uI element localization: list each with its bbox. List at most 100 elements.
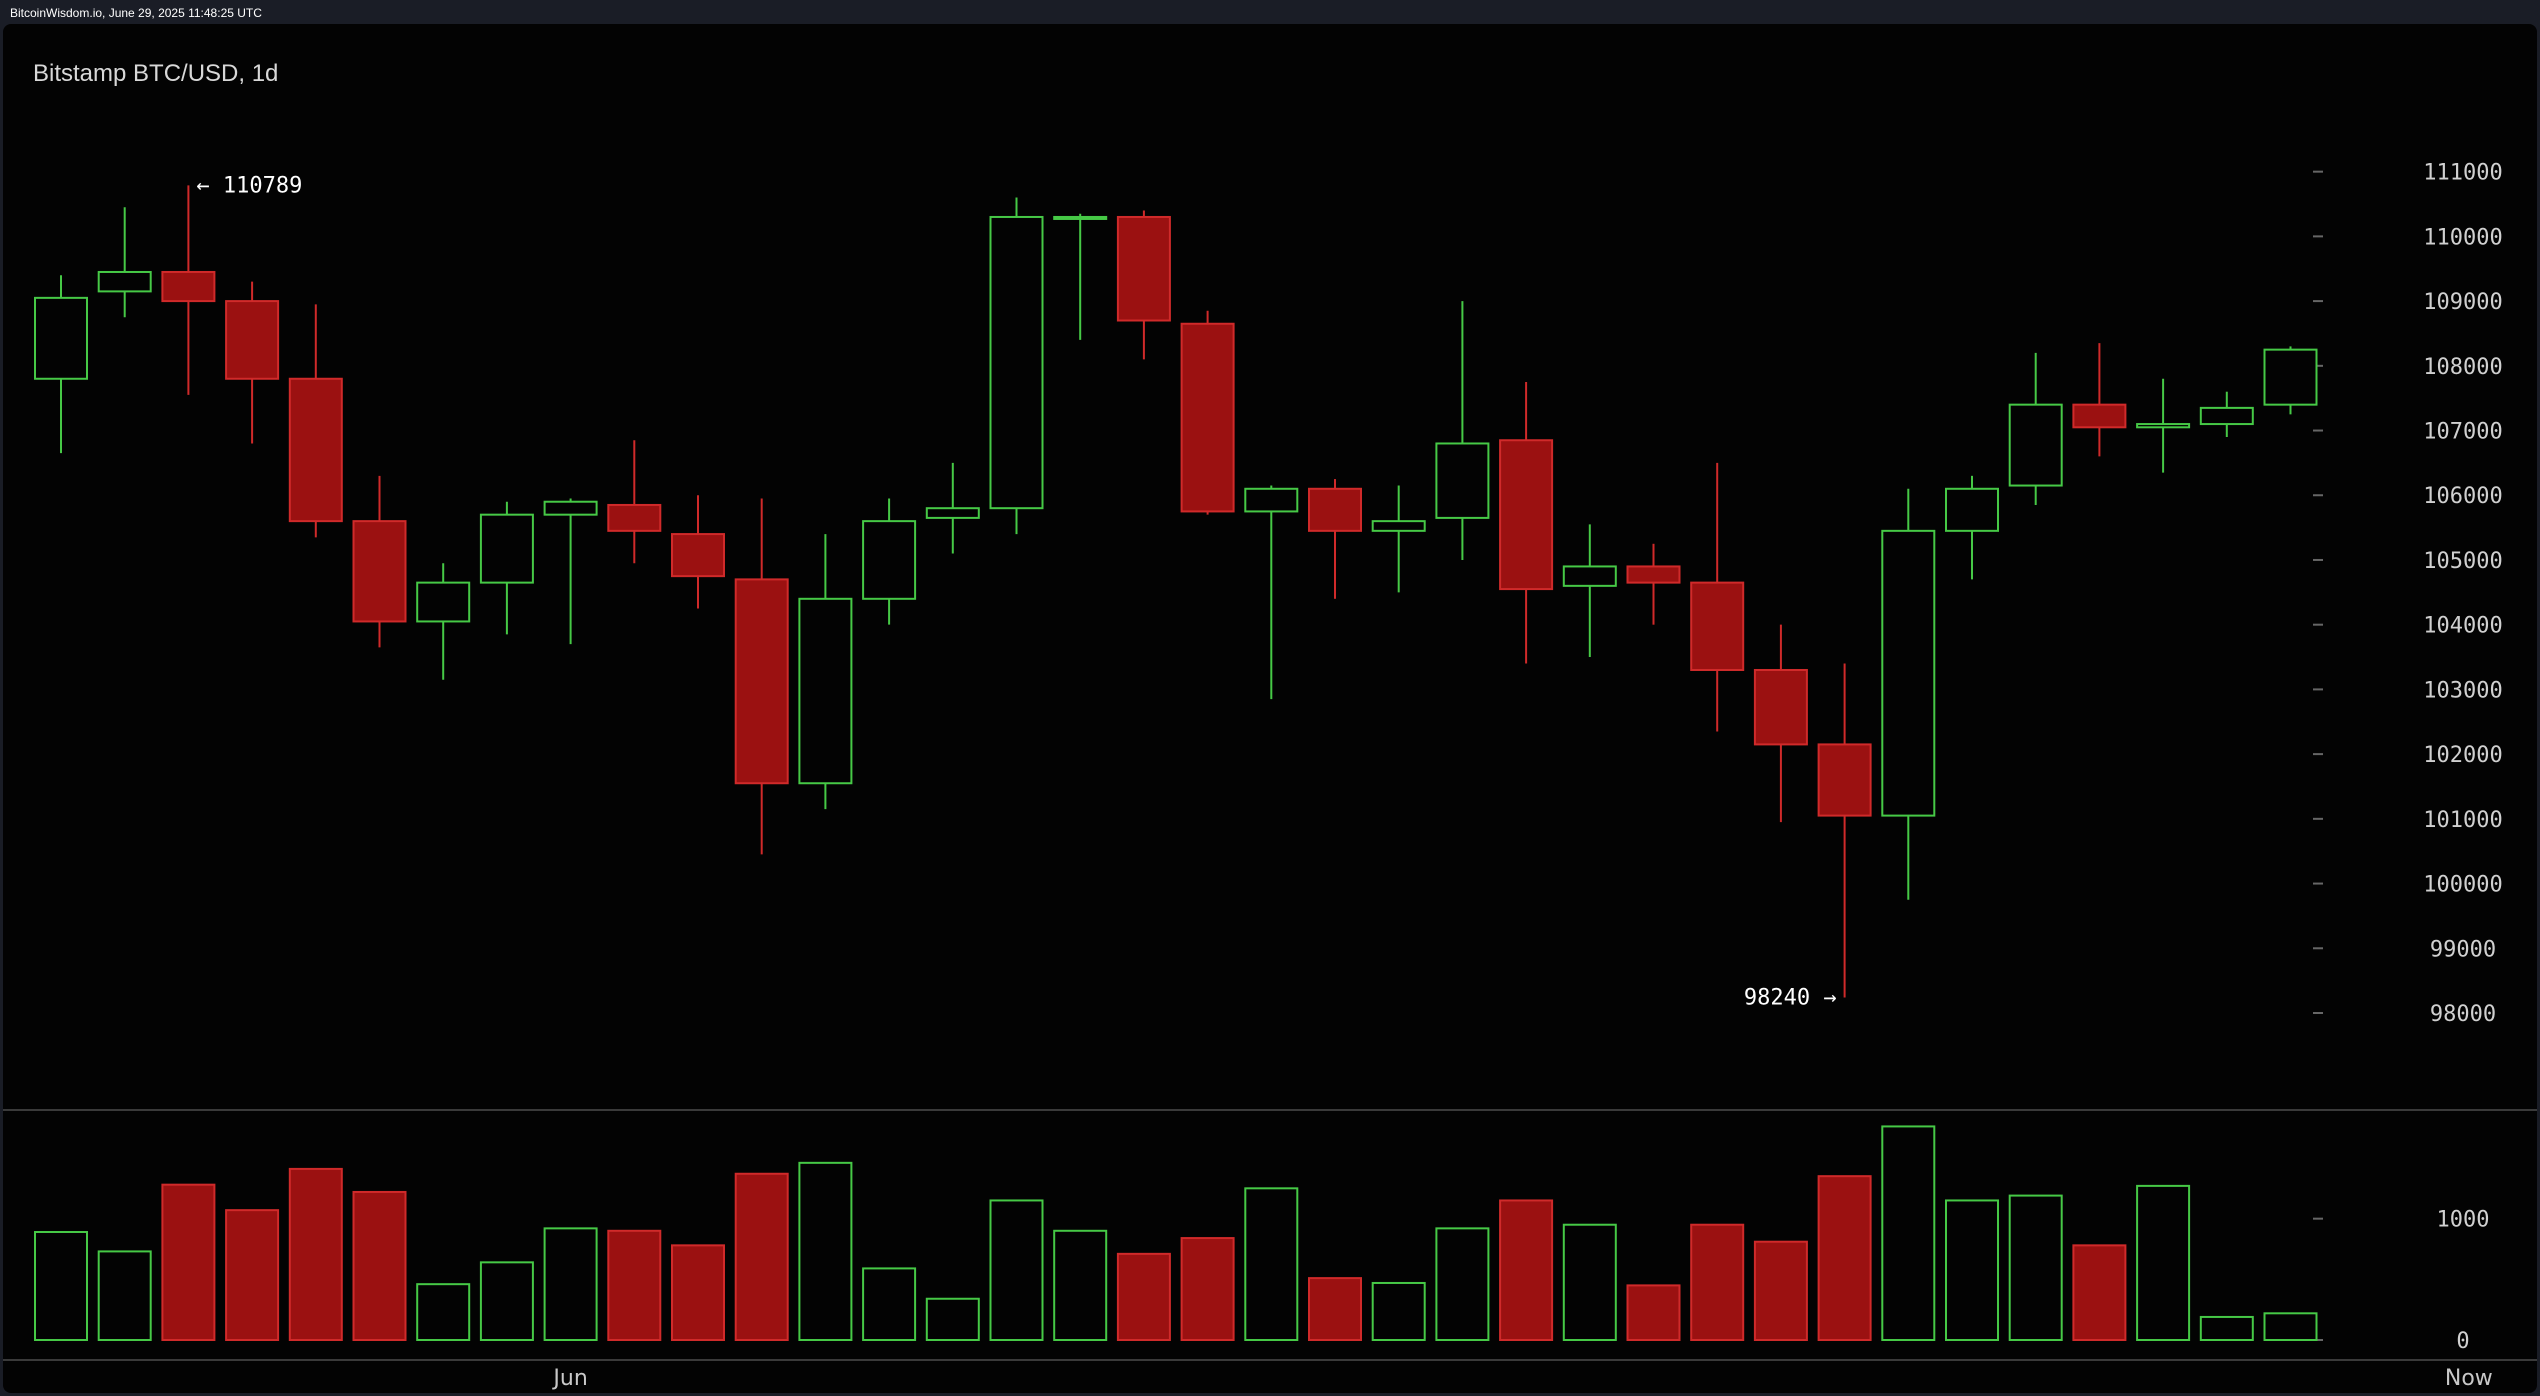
- price-tick-label: 103000: [2423, 678, 2502, 703]
- price-tick-label: 105000: [2423, 549, 2502, 574]
- volume-bar: [479, 1261, 534, 1341]
- volume-bar: [288, 1167, 343, 1342]
- candle-body: [1626, 565, 1681, 584]
- volume-bar: [1371, 1281, 1426, 1342]
- volume-bar: [1945, 1199, 1999, 1342]
- candle-body: [1244, 487, 1299, 513]
- time-label: Jun: [551, 1366, 587, 1391]
- price-axis: 111000 110000 109000 108000 107000 106000 1050…: [2313, 161, 2503, 1027]
- volume-tick-label: 0: [2456, 1329, 2469, 1354]
- candle-body: [97, 270, 152, 293]
- candle-body: [1945, 487, 1999, 532]
- candle-body: [416, 581, 471, 623]
- volume-bar: [1626, 1284, 1681, 1342]
- volume-bar: [1180, 1237, 1235, 1341]
- volume-bar: [416, 1283, 471, 1342]
- candle-body: [1308, 487, 1362, 532]
- candles: [34, 185, 2318, 998]
- candle-body: [479, 513, 534, 584]
- price-tick-label: 106000: [2423, 484, 2502, 509]
- high-annotation: ← 110789: [196, 173, 302, 198]
- price-tick-label: 102000: [2423, 743, 2502, 768]
- candle-body: [288, 377, 343, 523]
- volume-bar: [1053, 1229, 1108, 1341]
- candle-body: [1817, 743, 1872, 817]
- candle-body: [34, 296, 88, 380]
- volume-bar: [1116, 1252, 1171, 1341]
- volume-bar: [2199, 1315, 2254, 1342]
- candle-body: [2136, 423, 2191, 429]
- price-tick-label: 110000: [2423, 225, 2502, 250]
- volume-bar: [989, 1199, 1044, 1342]
- candle-body: [2008, 403, 2063, 487]
- source-timestamp: BitcoinWisdom.io, June 29, 2025 11:48:25…: [0, 0, 2540, 24]
- candle-body: [1435, 442, 1490, 519]
- candle-body: [2199, 406, 2254, 426]
- volume-bar: [1562, 1223, 1617, 1342]
- volume-bar: [1244, 1187, 1299, 1341]
- chart-panel: Bitstamp BTC/USD, 1d 111000 110000 109000 1…: [3, 24, 2537, 1393]
- price-tick-label: 111000: [2423, 161, 2502, 186]
- price-tick-label: 107000: [2423, 420, 2502, 445]
- volume-bar: [862, 1267, 917, 1342]
- candle-body: [862, 520, 917, 600]
- candle-body: [1881, 529, 1936, 817]
- candle-body: [352, 520, 407, 623]
- candle-body: [1371, 520, 1426, 532]
- volume-bar: [2263, 1312, 2318, 1341]
- volume-bar: [543, 1227, 598, 1341]
- volume-bar: [1817, 1175, 1872, 1342]
- candle-body: [1499, 439, 1554, 591]
- volume-bar: [1435, 1227, 1490, 1341]
- volume-bar: [34, 1231, 88, 1341]
- volume-bar: [1881, 1125, 1936, 1342]
- price-tick-label: 101000: [2423, 808, 2502, 833]
- price-tick-label: 104000: [2423, 614, 2502, 639]
- chart-title: Bitstamp BTC/USD, 1d: [33, 60, 279, 87]
- candle-body: [1053, 215, 1108, 220]
- candle-body: [1116, 215, 1171, 322]
- volume-bar: [1753, 1240, 1808, 1342]
- candle-body: [989, 215, 1044, 510]
- price-tick-label: 100000: [2423, 873, 2502, 898]
- volume-tick-label: 1000: [2437, 1208, 2490, 1233]
- candle-body: [925, 507, 980, 519]
- candle-body: [2263, 348, 2318, 406]
- volume-bar: [161, 1183, 216, 1342]
- price-annotations: ← 110789 98240 →: [196, 173, 1836, 1010]
- volume-bar: [798, 1161, 853, 1341]
- volume-bar: [2136, 1184, 2191, 1342]
- candle-body: [1180, 322, 1235, 513]
- candle-body: [543, 500, 598, 516]
- time-label: Now: [2445, 1366, 2493, 1391]
- volume-bar: [2072, 1244, 2127, 1341]
- volume-bar: [925, 1297, 980, 1342]
- time-axis: Jun Now: [551, 1366, 2492, 1391]
- candle-body: [1690, 581, 1745, 671]
- low-annotation: 98240 →: [1744, 985, 1837, 1010]
- volume-bars: [34, 1125, 2318, 1342]
- volume-bar: [1690, 1223, 1745, 1342]
- candle-body: [225, 300, 280, 380]
- price-tick-label: 108000: [2423, 355, 2502, 380]
- price-tick-label: 98000: [2430, 1002, 2496, 1027]
- volume-bar: [1499, 1199, 1554, 1342]
- candle-body: [1753, 668, 1808, 746]
- volume-bar: [352, 1190, 407, 1342]
- candle-body: [1562, 565, 1617, 587]
- price-tick-label: 99000: [2430, 937, 2496, 962]
- volume-bar: [607, 1229, 662, 1341]
- volume-axis: 1000 0: [2313, 1208, 2489, 1354]
- candle-body: [798, 597, 853, 785]
- volume-bar: [671, 1244, 725, 1341]
- volume-bar: [2008, 1194, 2063, 1341]
- candlestick-chart[interactable]: 111000 110000 109000 108000 107000 106000 1050…: [3, 24, 2537, 1393]
- candle-body: [607, 503, 662, 532]
- volume-bar: [1308, 1277, 1362, 1341]
- volume-bar: [225, 1209, 280, 1342]
- candle-body: [734, 578, 789, 785]
- candle-body: [671, 533, 725, 578]
- volume-bar: [97, 1250, 152, 1342]
- price-tick-label: 109000: [2423, 290, 2502, 315]
- candle-body: [2072, 403, 2127, 429]
